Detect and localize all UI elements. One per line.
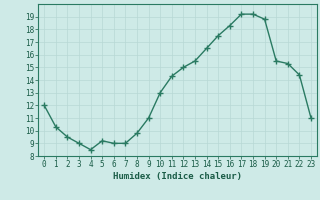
X-axis label: Humidex (Indice chaleur): Humidex (Indice chaleur) (113, 172, 242, 181)
